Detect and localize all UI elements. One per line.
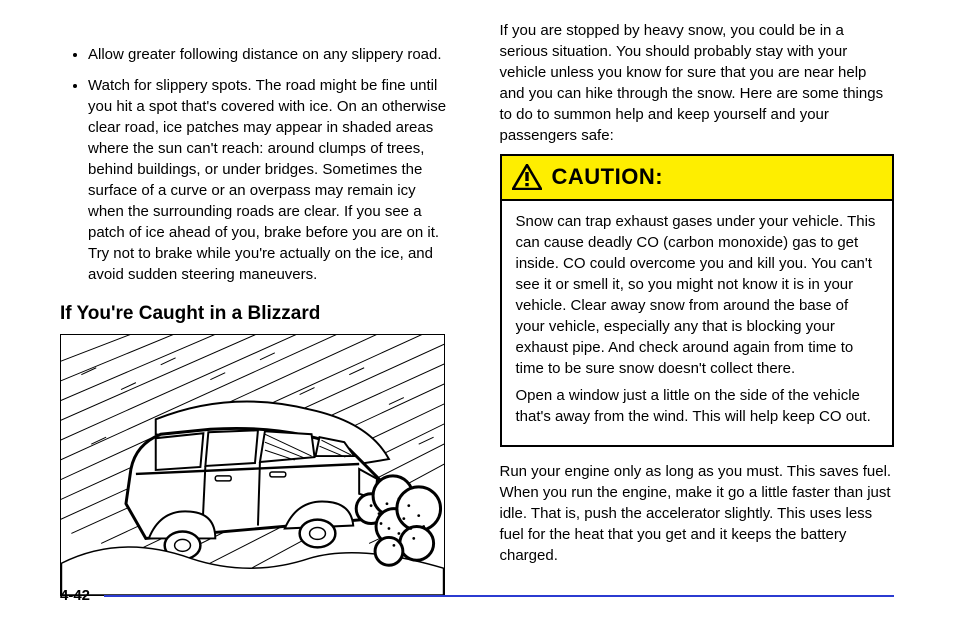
caution-body: Snow can trap exhaust gases under your v…: [502, 201, 893, 445]
caution-paragraph: Open a window just a little on the side …: [516, 385, 879, 427]
caution-label: CAUTION:: [552, 162, 664, 193]
list-item: Watch for slippery spots. The road might…: [88, 75, 455, 285]
footer-rule: [104, 595, 894, 597]
page-number: 4-42: [60, 585, 90, 606]
caution-header: CAUTION:: [502, 156, 893, 201]
page: Allow greater following distance on any …: [0, 0, 954, 606]
bullet-list: Allow greater following distance on any …: [88, 44, 455, 285]
page-footer: 4-42: [60, 585, 894, 606]
blizzard-illustration: [60, 334, 445, 596]
section-heading: If You're Caught in a Blizzard: [60, 301, 455, 328]
caution-box: CAUTION: Snow can trap exhaust gases und…: [500, 154, 895, 447]
intro-paragraph: If you are stopped by heavy snow, you co…: [500, 20, 895, 146]
right-column: If you are stopped by heavy snow, you co…: [500, 20, 895, 596]
left-column: Allow greater following distance on any …: [60, 20, 455, 596]
warning-triangle-icon: [512, 164, 542, 190]
list-item: Allow greater following distance on any …: [88, 44, 455, 65]
caution-paragraph: Snow can trap exhaust gases under your v…: [516, 211, 879, 379]
after-caution-paragraph: Run your engine only as long as you must…: [500, 461, 895, 566]
